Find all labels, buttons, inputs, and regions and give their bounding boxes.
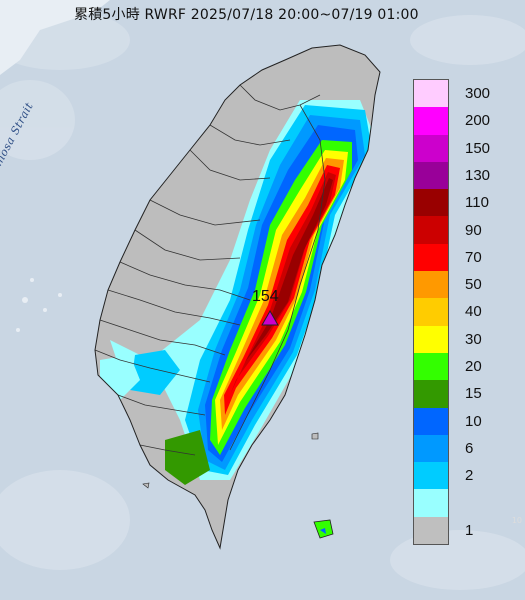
map-title: 累積5小時 RWRF 2025/07/18 20:00~07/19 01:00 — [74, 7, 419, 23]
legend-label: 1 — [465, 521, 474, 539]
legend-label: 150 — [465, 139, 491, 157]
legend-label: 130 — [465, 166, 491, 184]
legend-label: 30 — [465, 330, 482, 348]
legend-label: 40 — [465, 303, 482, 321]
legend-swatch — [414, 216, 448, 244]
china-coast — [0, 0, 110, 332]
legend-swatch — [414, 243, 448, 272]
legend-label: 110 — [465, 194, 489, 212]
county-boundaries — [94, 84, 326, 456]
legend-swatch — [414, 407, 448, 435]
legend-swatch — [414, 325, 448, 353]
legend-label: 300 — [465, 85, 491, 102]
legend-swatch — [414, 80, 448, 108]
taiwan-island — [94, 44, 381, 550]
legend-label: 6 — [465, 439, 474, 457]
legend-swatch — [414, 134, 448, 162]
legend-swatch — [414, 380, 448, 408]
legend-swatch — [414, 271, 448, 299]
legend-label: 50 — [465, 276, 482, 294]
legend-swatch — [414, 161, 448, 190]
legend-swatch — [414, 434, 448, 463]
green-island — [313, 519, 334, 539]
legend-label: 15 — [465, 385, 482, 403]
edge-tick-label: 10 — [511, 516, 522, 525]
legend-label: 90 — [465, 221, 482, 239]
legend-label: 2 — [465, 467, 474, 485]
legend-label: 20 — [465, 358, 482, 375]
peak-value-label: 154 — [252, 288, 279, 305]
small-islet — [142, 482, 150, 489]
legend-swatch — [414, 516, 448, 545]
legend-label: 200 — [465, 112, 491, 130]
legend-swatch — [414, 107, 448, 135]
legend-label: 70 — [465, 248, 482, 266]
legend-swatch — [414, 352, 448, 381]
legend-swatches — [413, 79, 449, 546]
legend-swatch — [414, 462, 448, 490]
legend-swatch — [414, 298, 448, 326]
legend-swatch — [414, 189, 448, 217]
legend-label: 10 — [465, 412, 482, 430]
peak-marker — [261, 309, 279, 326]
legend-swatch — [414, 489, 448, 517]
orchid-island — [311, 432, 319, 440]
rainfall-bands — [100, 100, 380, 485]
